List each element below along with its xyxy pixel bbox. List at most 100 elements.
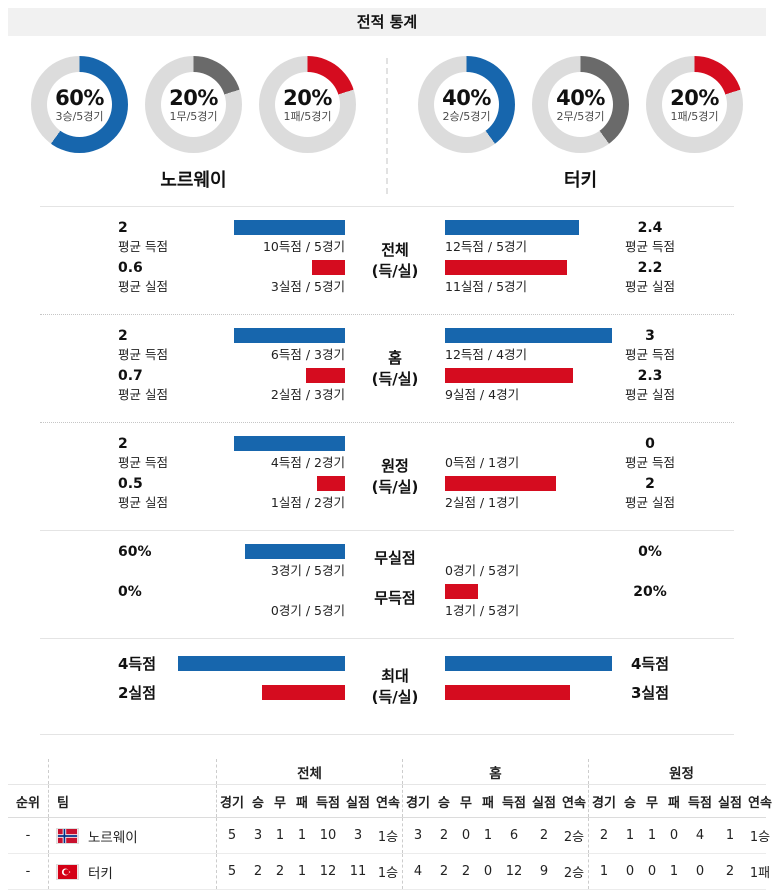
stat-column-header: 패 — [668, 795, 680, 811]
donut-percent: 20% — [169, 85, 218, 110]
stat-group: 2 1 1 0 4 1 1승 — [588, 818, 774, 853]
stat-row: 0.5 평균 실점 1실점 / 2경기 2실점 / 1경기 2 평균 실점 — [40, 476, 734, 511]
home-stat-bar — [233, 328, 345, 343]
away-stat-bar — [445, 685, 571, 700]
donut-sublabel: 1무/5경기 — [169, 109, 218, 123]
stat-row: 2 평균 득점 4득점 / 2경기 0득점 / 1경기 0 평균 득점 — [40, 436, 734, 471]
stat-section: 홈 (득/실) 2 평균 득점 6득점 / 3경기 12득점 / 4경기 3 평균 득점 0.7… — [40, 314, 734, 422]
stat-value: 0.5 — [118, 476, 143, 492]
stat-sublabel: 평균 실점 — [625, 495, 675, 510]
right-value-cell: 3실점 — [612, 685, 734, 703]
section-title-line: (득/실) — [371, 261, 419, 280]
stat-section: 원정 (득/실) 2 평균 득점 4득점 / 2경기 0득점 / 1경기 0 평균 득점 0.5… — [40, 422, 734, 530]
stat-column-header: 득점 — [502, 795, 526, 811]
stat-cell: 1 — [625, 828, 635, 843]
stat-cell: 10 — [319, 828, 337, 843]
donut-sublabel: 2무/5경기 — [556, 109, 605, 123]
donut-sublabel: 2승/5경기 — [442, 109, 491, 123]
bar-label: 1실점 / 2경기 — [270, 495, 345, 510]
bar-cell: 9실점 / 4경기 — [445, 368, 612, 403]
stat-column-header: 무 — [274, 795, 286, 811]
right-value-cell: 0% — [612, 544, 734, 579]
norway-flag-icon — [56, 827, 79, 844]
home-stat-bar — [317, 476, 345, 491]
right-value-cell: 0 평균 득점 — [612, 436, 734, 471]
rank-column-header: 순위 — [16, 795, 40, 811]
stat-sublabel: 평균 득점 — [118, 455, 168, 470]
stat-cell: 1 — [483, 828, 493, 843]
stat-value: 3실점 — [630, 684, 670, 702]
stat-sublabel: 평균 득점 — [118, 347, 168, 362]
section-title-line: 원정 — [381, 456, 409, 475]
donut-percent: 60% — [55, 85, 104, 110]
stat-cell: 1승 — [749, 830, 771, 845]
stat-value: 2 — [118, 328, 128, 344]
bar-cell: 10득점 / 5경기 — [178, 220, 345, 255]
comparison-sections: 전체 (득/실) 2 평균 득점 10득점 / 5경기 12득점 / 5경기 2.4 평균 득… — [40, 206, 734, 735]
stat-sublabel: 평균 득점 — [625, 347, 675, 362]
right-value-cell: 3 평균 득점 — [612, 328, 734, 363]
left-value-cell: 0.5 평균 실점 — [118, 476, 178, 511]
stat-sublabel: 평균 득점 — [625, 239, 675, 254]
rank-cell: - — [25, 828, 31, 843]
stat-column-header: 무 — [646, 795, 658, 811]
away-stat-bar — [445, 476, 557, 491]
right-value-cell: 2.2 평균 실점 — [612, 260, 734, 295]
stat-row: 0% 0경기 / 5경기 무득점 1경기 / 5경기 20% — [40, 584, 734, 619]
group-header-away: 원정 — [588, 759, 774, 784]
bar-cell: 1실점 / 2경기 — [178, 476, 345, 511]
bar-cell: 12득점 / 4경기 — [445, 328, 612, 363]
stat-column-header: 승 — [624, 795, 636, 811]
right-value-cell: 2.3 평균 실점 — [612, 368, 734, 403]
section-title-line: 최대 — [381, 666, 409, 685]
table-row: - 노르웨이 5 3 1 1 10 3 1승 3 2 0 1 6 2 2승 2 1 1 0 4 1 1승 — [8, 818, 770, 854]
stat-section: 최대 (득/실) 4득점 4득점 2실점 3실점 — [40, 638, 734, 735]
home-team-name: 노르웨이 — [160, 170, 227, 191]
home-win-donut-chart: 60% 3승/5경기 — [31, 56, 128, 153]
away-stat-bar — [445, 368, 574, 383]
bar-cell: 2실점 / 3경기 — [178, 368, 345, 403]
stat-sublabel: 평균 실점 — [118, 279, 168, 294]
row-label-cell: 무득점 — [374, 589, 416, 607]
stat-row: 0.6 평균 실점 3실점 / 5경기 11실점 / 5경기 2.2 평균 실점 — [40, 260, 734, 295]
stat-row: 4득점 4득점 — [40, 656, 734, 674]
stat-value: 2.3 — [637, 368, 663, 384]
home-loss-donut-chart: 20% 1패/5경기 — [259, 56, 356, 153]
left-value-cell: 0.7 평균 실점 — [118, 368, 178, 403]
stat-cell: 6 — [509, 828, 519, 843]
stat-sublabel: 평균 실점 — [625, 279, 675, 294]
right-value-cell: 20% — [612, 584, 734, 619]
stat-sublabel: 평균 실점 — [118, 387, 168, 402]
stat-cell: 3 — [253, 828, 263, 843]
stat-cell: 5 — [227, 828, 237, 843]
bar-cell: 11실점 / 5경기 — [445, 260, 612, 295]
stat-header-group: 경기 승 무 패 득점 실점 연속 — [588, 785, 774, 817]
away-team-summary: 40% 2승/5경기 40% 2무/5경기 20% 1패/5경기 터키 — [387, 56, 774, 194]
section-title: 홈 (득/실) — [345, 348, 445, 390]
stat-value: 0.6 — [118, 260, 143, 276]
right-value-cell: 2 평균 실점 — [612, 476, 734, 511]
stat-cell: 2 — [439, 828, 449, 843]
bar-label: 0경기 / 5경기 — [445, 563, 520, 578]
stat-column-header: 득점 — [688, 795, 712, 811]
record-table: 전체 홈 원정 순위 팀 경기 승 무 패 득점 실점 연속 경기 승 무 패 득점 실점 연속 경기 승 무 패… — [8, 759, 772, 890]
bar-cell — [445, 685, 612, 703]
bar-cell: 0경기 / 5경기 — [178, 584, 345, 619]
bar-cell: 6득점 / 3경기 — [178, 328, 345, 363]
stat-cell: 2승 — [563, 830, 585, 845]
bar-label: 2실점 / 3경기 — [270, 387, 345, 402]
team-column-header: 팀 — [48, 785, 216, 817]
bar-label: 12득점 / 5경기 — [445, 239, 528, 254]
stat-row: 60% 3경기 / 5경기 무실점 0경기 / 5경기 0% — [40, 544, 734, 579]
stat-value: 20% — [633, 584, 667, 600]
stat-value: 0.7 — [118, 368, 143, 384]
section-title-line: 전체 — [381, 240, 409, 259]
away-stat-bar — [445, 584, 479, 599]
home-stat-bar — [233, 220, 345, 235]
bar-cell — [178, 685, 345, 703]
stat-column-header: 승 — [252, 795, 264, 811]
stat-cell: 1 — [647, 828, 657, 843]
bar-label: 12득점 / 4경기 — [445, 347, 528, 362]
stat-value: 2 — [118, 220, 128, 236]
stat-column-header: 실점 — [532, 795, 556, 811]
